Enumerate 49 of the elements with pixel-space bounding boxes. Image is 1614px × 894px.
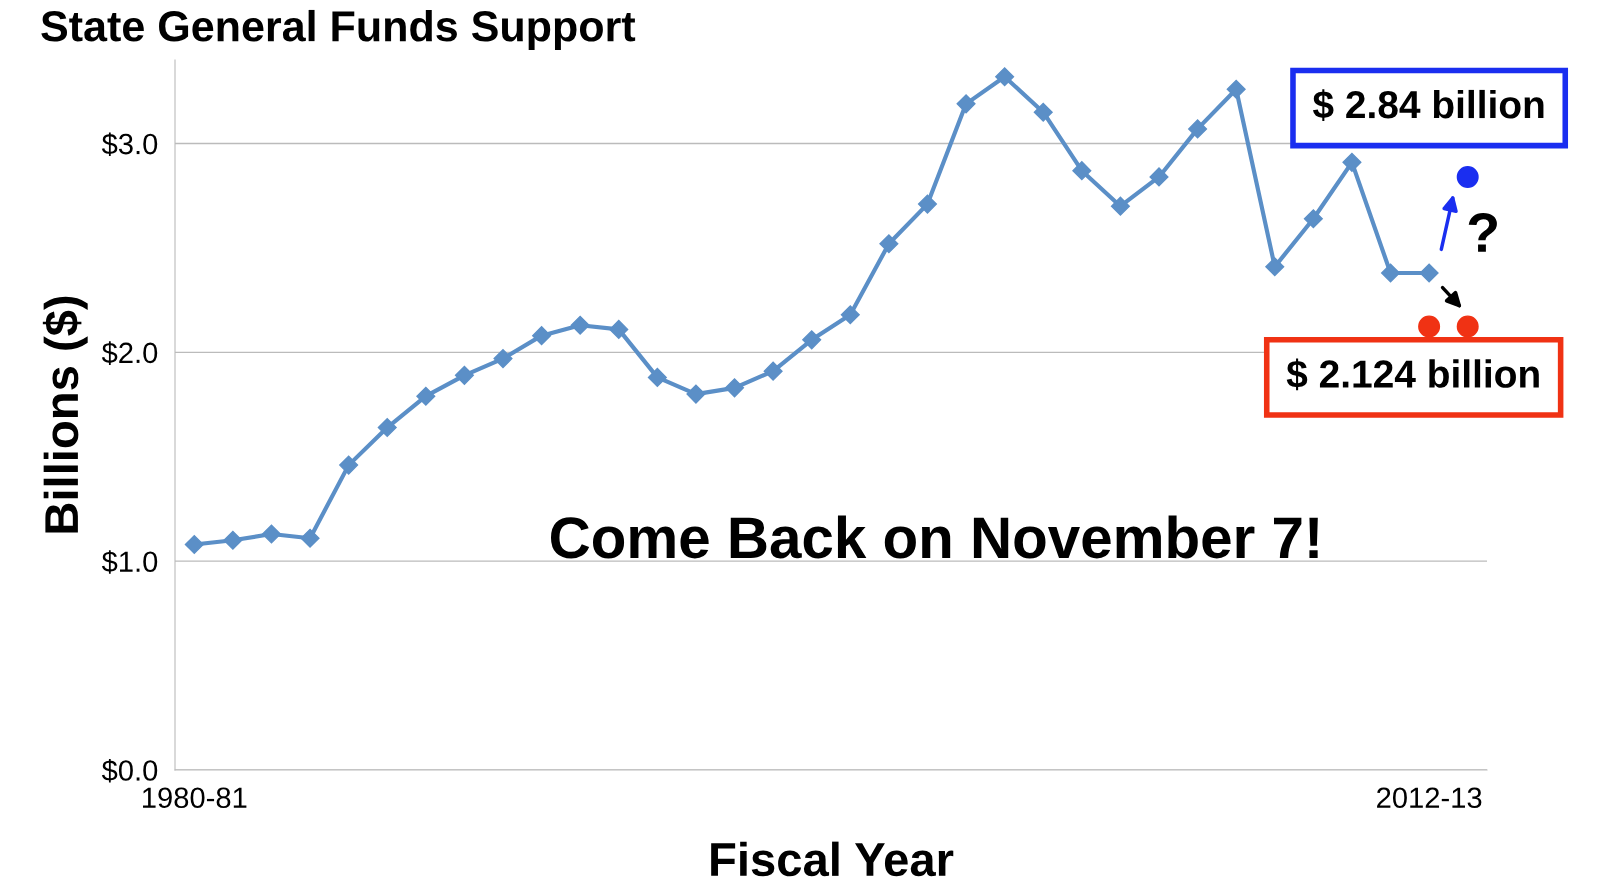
point [879, 234, 899, 254]
point [416, 386, 436, 406]
point [184, 534, 204, 555]
point [956, 94, 976, 114]
point [223, 530, 243, 550]
point [300, 528, 320, 548]
x-tick-label: 1980-81 [143, 787, 247, 809]
annotation: $ 2.84 billion [1312, 89, 1544, 121]
point [493, 349, 513, 369]
y-tick-label: $0.0 [101, 758, 158, 783]
point [686, 384, 706, 404]
point [1303, 209, 1323, 229]
y-tick-label: $3.0 [101, 132, 158, 157]
point [339, 455, 359, 475]
point [1110, 196, 1130, 216]
point [1342, 152, 1362, 172]
annotation: ? [1468, 213, 1497, 252]
point [802, 330, 822, 350]
point [1226, 79, 1246, 99]
point [724, 378, 745, 398]
point [1265, 257, 1285, 277]
point [1380, 263, 1401, 283]
point [647, 367, 667, 387]
point [1456, 315, 1479, 338]
annotation: $ 2.124 billion [1286, 358, 1539, 391]
point [454, 365, 474, 385]
y-axis-title: Billions ($) [42, 296, 88, 533]
point [609, 319, 629, 339]
point [1149, 167, 1169, 187]
point [1072, 161, 1092, 181]
point [917, 194, 938, 214]
point [1188, 119, 1208, 139]
point [995, 67, 1015, 87]
point [840, 305, 860, 325]
x-tick-label: 2012-13 [1377, 787, 1482, 809]
point [377, 417, 397, 438]
chart-title: State General Funds Support [41, 9, 636, 51]
y-tick-label: $1.0 [101, 550, 158, 574]
point [532, 326, 552, 346]
point [1456, 165, 1479, 188]
x-axis-title: Fiscal Year [711, 841, 954, 877]
point [261, 524, 282, 544]
point [1033, 102, 1053, 122]
point [1419, 263, 1439, 283]
point [763, 361, 783, 381]
y-tick-label: $2.0 [101, 341, 158, 365]
point [1418, 315, 1441, 338]
point [570, 315, 590, 335]
annotation: Come Back on November 7! [550, 515, 1318, 559]
